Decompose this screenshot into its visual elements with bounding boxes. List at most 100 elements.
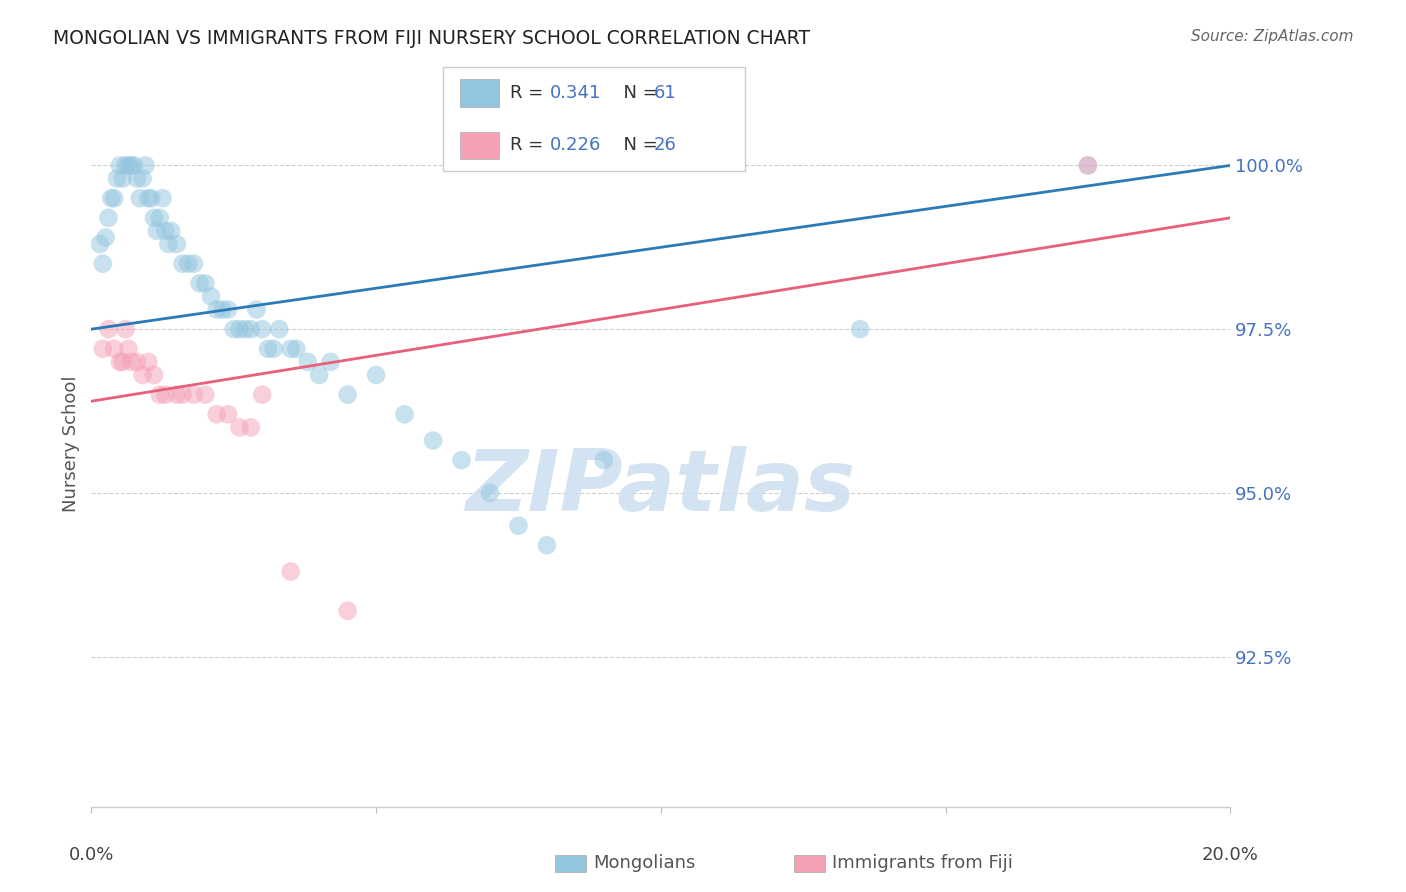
Point <box>155 387 177 401</box>
Point <box>280 565 302 579</box>
Point <box>285 342 308 356</box>
Point <box>138 355 160 369</box>
Point <box>120 158 142 172</box>
Point <box>172 387 194 401</box>
Point <box>233 322 256 336</box>
Point <box>183 257 205 271</box>
Point <box>134 158 156 172</box>
Point <box>149 211 172 225</box>
Point <box>1077 158 1099 172</box>
Point <box>141 191 163 205</box>
Point <box>117 342 139 356</box>
Point <box>308 368 330 382</box>
Point <box>250 322 273 336</box>
Point <box>91 342 114 356</box>
Point <box>217 302 239 317</box>
Point <box>143 211 166 225</box>
Point <box>128 191 150 205</box>
Point <box>91 257 114 271</box>
Text: 0.341: 0.341 <box>550 84 602 102</box>
Text: N =: N = <box>612 84 664 102</box>
Point <box>422 434 444 448</box>
Point <box>536 538 558 552</box>
Point <box>125 171 148 186</box>
Point <box>849 322 872 336</box>
Point <box>188 277 211 291</box>
Point <box>336 387 359 401</box>
Point <box>194 277 217 291</box>
Text: R =: R = <box>510 136 550 154</box>
Point <box>478 486 502 500</box>
Text: R =: R = <box>510 84 550 102</box>
Point <box>103 342 125 356</box>
Point <box>166 387 188 401</box>
Point <box>172 257 194 271</box>
Point <box>114 322 136 336</box>
Point <box>217 407 239 421</box>
Point <box>143 368 166 382</box>
Point <box>108 158 131 172</box>
Text: Source: ZipAtlas.com: Source: ZipAtlas.com <box>1191 29 1354 44</box>
Point <box>111 355 134 369</box>
Point <box>211 302 233 317</box>
Point <box>183 387 205 401</box>
Point <box>120 355 142 369</box>
Point <box>131 368 153 382</box>
Point <box>138 191 160 205</box>
Point <box>94 230 117 244</box>
Y-axis label: Nursery School: Nursery School <box>62 376 80 512</box>
Text: 61: 61 <box>654 84 676 102</box>
Text: MONGOLIAN VS IMMIGRANTS FROM FIJI NURSERY SCHOOL CORRELATION CHART: MONGOLIAN VS IMMIGRANTS FROM FIJI NURSER… <box>53 29 810 47</box>
Point <box>111 171 134 186</box>
Point <box>122 158 145 172</box>
Point <box>228 420 250 434</box>
Point <box>228 322 250 336</box>
Point <box>108 355 131 369</box>
Point <box>103 191 125 205</box>
Point <box>508 518 530 533</box>
Point <box>239 420 262 434</box>
Point <box>194 387 217 401</box>
Point <box>336 604 359 618</box>
Point <box>394 407 416 421</box>
Point <box>263 342 285 356</box>
Point <box>280 342 302 356</box>
Point <box>250 387 273 401</box>
Point <box>131 171 153 186</box>
Point <box>105 171 128 186</box>
Point <box>160 224 183 238</box>
Point <box>117 158 139 172</box>
Point <box>319 355 342 369</box>
Point <box>205 407 228 421</box>
Point <box>89 237 111 252</box>
Point <box>97 211 120 225</box>
Point <box>177 257 200 271</box>
Point <box>146 224 169 238</box>
Text: N =: N = <box>612 136 664 154</box>
Point <box>149 387 172 401</box>
Point <box>364 368 387 382</box>
Point <box>1077 158 1099 172</box>
Text: 0.226: 0.226 <box>550 136 602 154</box>
Point <box>297 355 319 369</box>
Point <box>205 302 228 317</box>
Text: Immigrants from Fiji: Immigrants from Fiji <box>832 855 1014 872</box>
Point <box>257 342 280 356</box>
Text: 26: 26 <box>654 136 676 154</box>
Point <box>222 322 245 336</box>
Point <box>152 191 174 205</box>
Point <box>200 289 222 303</box>
Point <box>100 191 122 205</box>
Point <box>593 453 616 467</box>
Point <box>166 237 188 252</box>
Point <box>97 322 120 336</box>
Point <box>269 322 291 336</box>
Text: 20.0%: 20.0% <box>1202 847 1258 864</box>
Point <box>125 355 148 369</box>
Point <box>114 158 136 172</box>
Point <box>239 322 262 336</box>
Point <box>245 302 267 317</box>
Point <box>157 237 180 252</box>
Text: Mongolians: Mongolians <box>593 855 696 872</box>
Point <box>155 224 177 238</box>
